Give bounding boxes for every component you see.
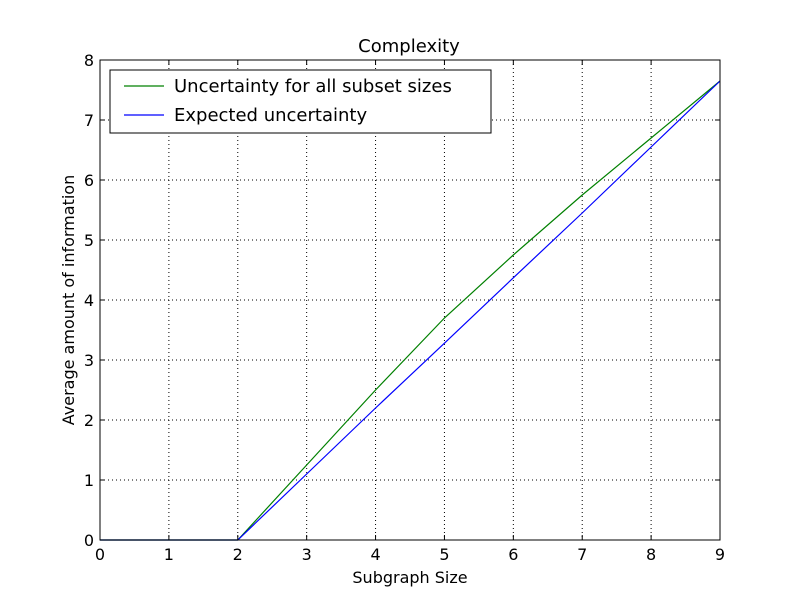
legend-label-1: Expected uncertainty: [174, 105, 367, 126]
x-tick-label: 4: [370, 545, 380, 564]
x-tick-label: 2: [233, 545, 243, 564]
y-tick-label: 8: [84, 51, 94, 70]
series-group: [100, 80, 721, 541]
x-tick-label: 5: [439, 545, 449, 564]
legend-box: [109, 69, 492, 134]
x-tick-label: 3: [302, 545, 312, 564]
y-tick-label: 7: [84, 111, 94, 130]
x-tick-label: 6: [508, 545, 518, 564]
legend-label-0: Uncertainty for all subset sizes: [174, 76, 452, 97]
y-tick-label: 4: [84, 291, 94, 310]
x-tick-label: 9: [715, 545, 725, 564]
series-line-0: [100, 80, 721, 541]
y-tick-label: 6: [84, 171, 94, 190]
y-axis-label: Average amount of information: [59, 175, 78, 425]
x-tick-label: 0: [95, 545, 105, 564]
y-tick-label: 5: [84, 231, 94, 250]
x-axis-label: Subgraph Size: [352, 568, 467, 587]
y-tick-label: 2: [84, 411, 94, 430]
series-line-1: [100, 80, 721, 541]
x-tick-label: 8: [646, 545, 656, 564]
x-tick-label: 1: [164, 545, 174, 564]
y-tick-label: 1: [84, 471, 94, 490]
ticks: 0 1 2 3 4 5 6 7 8 9 0 1 2 3 4 5 6 7 8: [84, 51, 725, 564]
y-tick-label: 3: [84, 351, 94, 370]
chart-title: Complexity: [358, 36, 460, 57]
legend: Uncertainty for all subset sizes Expected…: [109, 69, 492, 134]
y-tick-label: 0: [84, 531, 94, 550]
x-tick-label: 7: [577, 545, 587, 564]
